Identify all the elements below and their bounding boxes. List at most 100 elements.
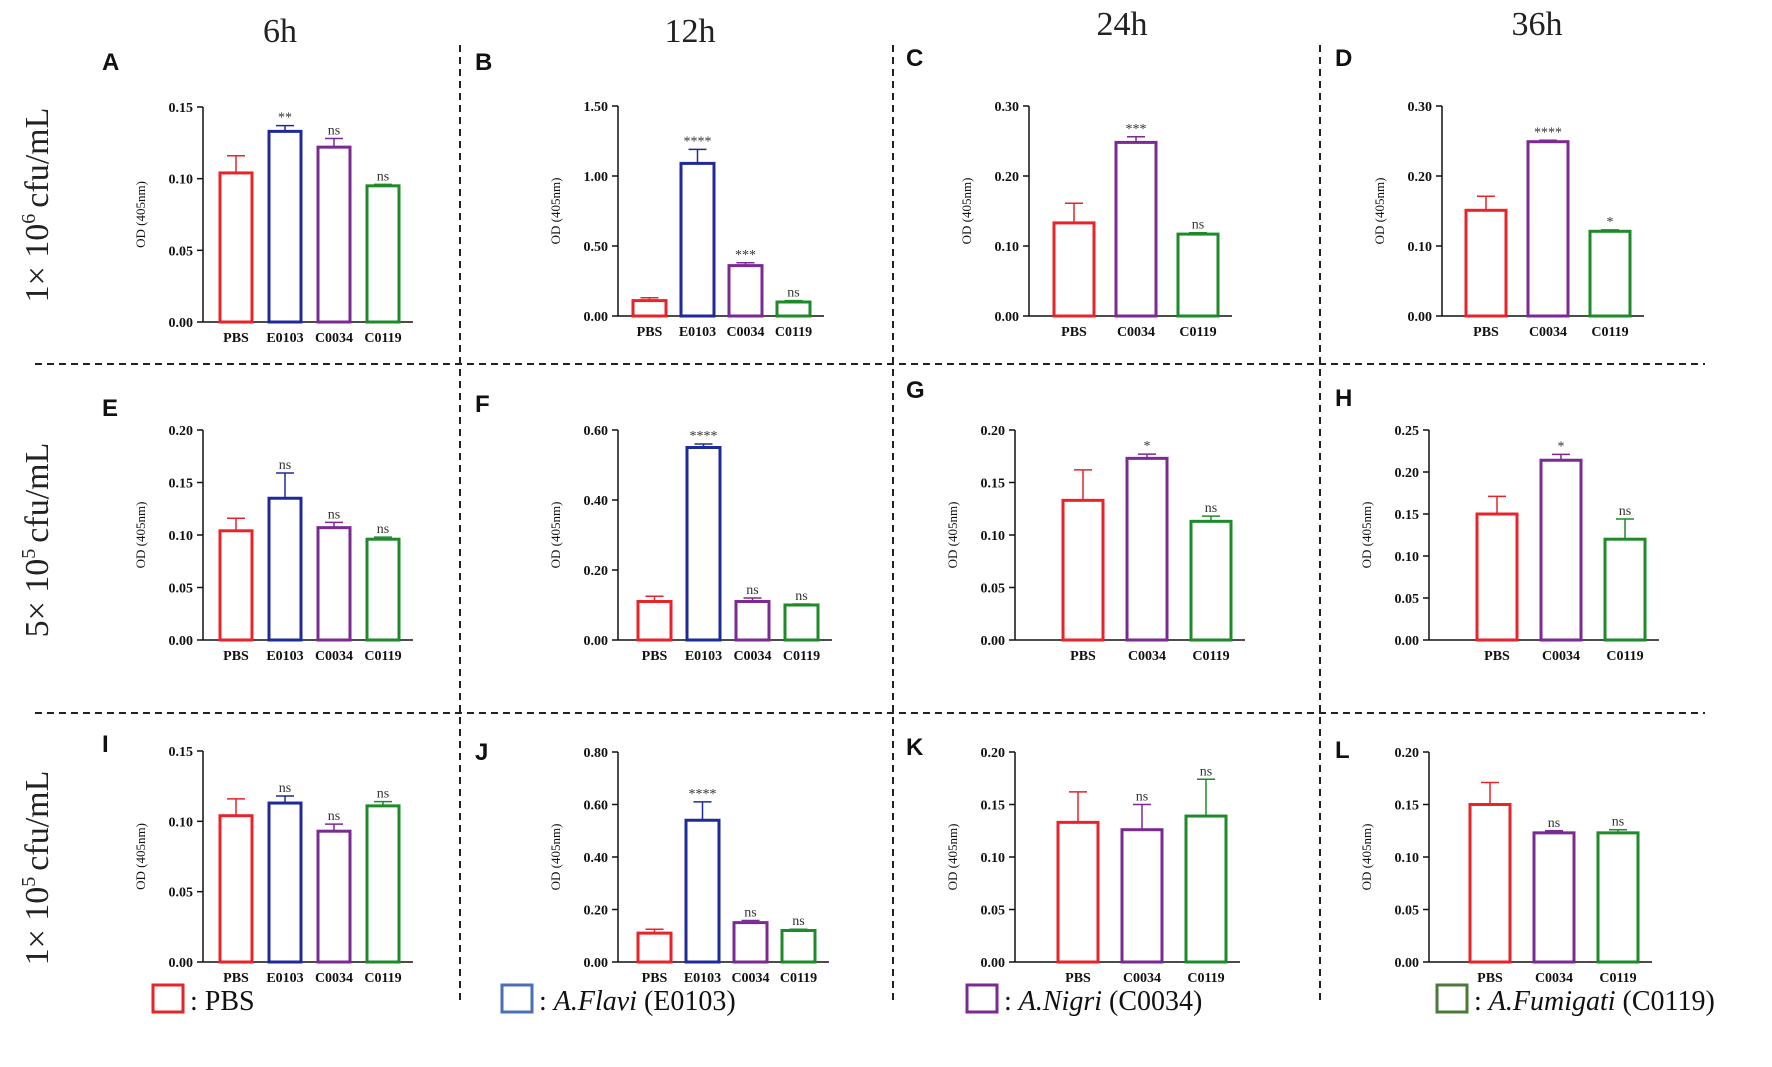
bar-e-c0119	[365, 537, 401, 642]
legend: : PBS : A.Flavi (E0103) : A.Nigri (C0034…	[151, 983, 1715, 1017]
significance-h-c0119: ns	[1619, 504, 1631, 519]
category-label-e-pbs: PBS	[223, 649, 249, 664]
bar-a-c0034	[316, 145, 352, 324]
category-label-h-pbs: PBS	[1484, 649, 1510, 664]
bar-j-e0103	[684, 818, 721, 964]
significance-e-e0103: ns	[279, 458, 291, 473]
bar-i-e0103	[267, 801, 303, 964]
bar-a-e0103	[267, 129, 303, 324]
category-label-h-c0119: C0119	[1606, 649, 1643, 664]
significance-i-e0103: ns	[279, 781, 291, 796]
bar-i-c0119	[365, 804, 401, 964]
y-tick-label-i: 0.15	[169, 745, 194, 760]
significance-e-c0034: ns	[328, 507, 340, 522]
legend-swatch-c0119	[1435, 983, 1469, 1014]
y-tick-label-d: 0.20	[1408, 170, 1433, 185]
legend-item-e0103: : A.Flavi (E0103)	[500, 983, 736, 1017]
y-tick-label-h: 0.00	[1395, 634, 1420, 649]
y-tick-label-j: 0.20	[584, 904, 609, 919]
panel-letter-g: G	[906, 377, 925, 404]
y-axis-label-d: OD (405nm)	[1372, 178, 1387, 245]
y-tick-label-k: 0.00	[981, 956, 1006, 971]
y-axis-label-i: OD (405nm)	[133, 823, 148, 890]
legend-label-c0034: : A.Nigri (C0034)	[1004, 986, 1202, 1017]
y-axis-label-a: OD (405nm)	[133, 181, 148, 248]
bar-k-pbs	[1056, 820, 1100, 964]
bar-g-c0119	[1189, 519, 1233, 642]
significance-b-e0103: ****	[684, 134, 712, 149]
column-header-12h: 12h	[665, 13, 716, 50]
row-headers: 1× 106cfu/mL 5× 105cfu/mL 1× 105cfu/mL	[18, 108, 56, 966]
significance-j-c0119: ns	[792, 914, 804, 929]
legend-swatch-pbs	[151, 983, 185, 1014]
bar-d-c0119	[1588, 229, 1632, 318]
y-tick-label-l: 0.10	[1395, 851, 1420, 866]
category-label-g-c0119: C0119	[1192, 649, 1229, 664]
category-label-b-c0119: C0119	[775, 325, 812, 340]
column-header-24h: 24h	[1097, 6, 1148, 43]
category-label-i-pbs: PBS	[223, 971, 249, 986]
legend-label-e0103: : A.Flavi (E0103)	[539, 986, 736, 1017]
panel-letter-a: A	[102, 49, 119, 76]
y-tick-label-f: 0.00	[584, 634, 609, 649]
bar-b-e0103	[679, 161, 716, 318]
bar-e-c0034	[316, 526, 352, 642]
y-axis-label-h: OD (405nm)	[1359, 502, 1374, 569]
y-axis-label-b: OD (405nm)	[548, 178, 563, 245]
y-tick-label-c: 0.20	[995, 170, 1020, 185]
y-tick-label-f: 0.60	[584, 424, 609, 439]
category-label-l-pbs: PBS	[1477, 971, 1503, 986]
y-tick-label-h: 0.05	[1395, 592, 1420, 607]
significance-b-c0119: ns	[787, 286, 799, 301]
category-label-f-c0034: C0034	[733, 649, 771, 664]
legend-label-pbs: : PBS	[190, 986, 255, 1017]
bar-k-c0034	[1120, 828, 1164, 964]
category-label-j-e0103: E0103	[684, 971, 721, 986]
bar-c-c0119	[1176, 232, 1220, 318]
y-tick-label-a: 0.15	[169, 101, 194, 116]
legend-item-c0119: : A.Fumigati (C0119)	[1435, 983, 1715, 1017]
panel-letter-f: F	[475, 391, 490, 418]
panel-a: A 0.00 0.05 0.10 0.15 OD (405nm) PBS ** E0103 ns C…	[102, 49, 413, 346]
category-label-b-c0034: C0034	[726, 325, 764, 340]
bar-h-pbs	[1475, 512, 1519, 642]
y-tick-label-a: 0.10	[169, 173, 194, 188]
bar-d-c0034	[1526, 140, 1570, 318]
y-tick-label-e: 0.05	[169, 582, 194, 597]
bar-b-pbs	[631, 299, 668, 318]
category-label-c-c0034: C0034	[1117, 325, 1155, 340]
category-label-e-c0034: C0034	[315, 649, 353, 664]
panel-d: D 0.00 0.10 0.20 0.30 OD (405nm) PBS **** C0034 *…	[1335, 45, 1644, 340]
y-tick-label-j: 0.40	[584, 851, 609, 866]
bar-l-c0119	[1596, 831, 1640, 964]
category-label-b-e0103: E0103	[679, 325, 716, 340]
panel-letter-k: K	[906, 734, 924, 761]
significance-g-c0119: ns	[1205, 501, 1217, 516]
y-tick-label-h: 0.15	[1395, 508, 1420, 523]
category-label-l-c0119: C0119	[1599, 971, 1636, 986]
significance-f-e0103: ****	[690, 429, 718, 444]
y-axis-label-e: OD (405nm)	[133, 502, 148, 569]
category-label-j-c0034: C0034	[731, 971, 769, 986]
y-tick-label-e: 0.10	[169, 529, 194, 544]
y-tick-label-g: 0.05	[981, 582, 1006, 597]
category-label-i-e0103: E0103	[266, 971, 303, 986]
y-tick-label-a: 0.00	[169, 316, 194, 331]
y-tick-label-i: 0.00	[169, 956, 194, 971]
significance-e-c0119: ns	[377, 522, 389, 537]
y-tick-label-c: 0.00	[995, 310, 1020, 325]
legend-item-pbs: : PBS	[151, 983, 255, 1017]
significance-a-c0034: ns	[328, 124, 340, 139]
category-label-d-c0119: C0119	[1591, 325, 1628, 340]
panel-letter-c: C	[906, 45, 923, 72]
category-label-h-c0034: C0034	[1542, 649, 1580, 664]
panel-g: G 0.00 0.05 0.10 0.15 0.20 OD (405nm) PBS * C0034…	[906, 377, 1245, 664]
y-axis-label-j: OD (405nm)	[548, 824, 563, 891]
y-tick-label-e: 0.00	[169, 634, 194, 649]
y-tick-label-l: 0.00	[1395, 956, 1420, 971]
bar-i-c0034	[316, 829, 352, 964]
category-label-l-c0034: C0034	[1535, 971, 1573, 986]
bar-j-pbs	[636, 931, 673, 964]
y-axis-label-f: OD (405nm)	[548, 502, 563, 569]
significance-f-c0034: ns	[746, 583, 758, 598]
